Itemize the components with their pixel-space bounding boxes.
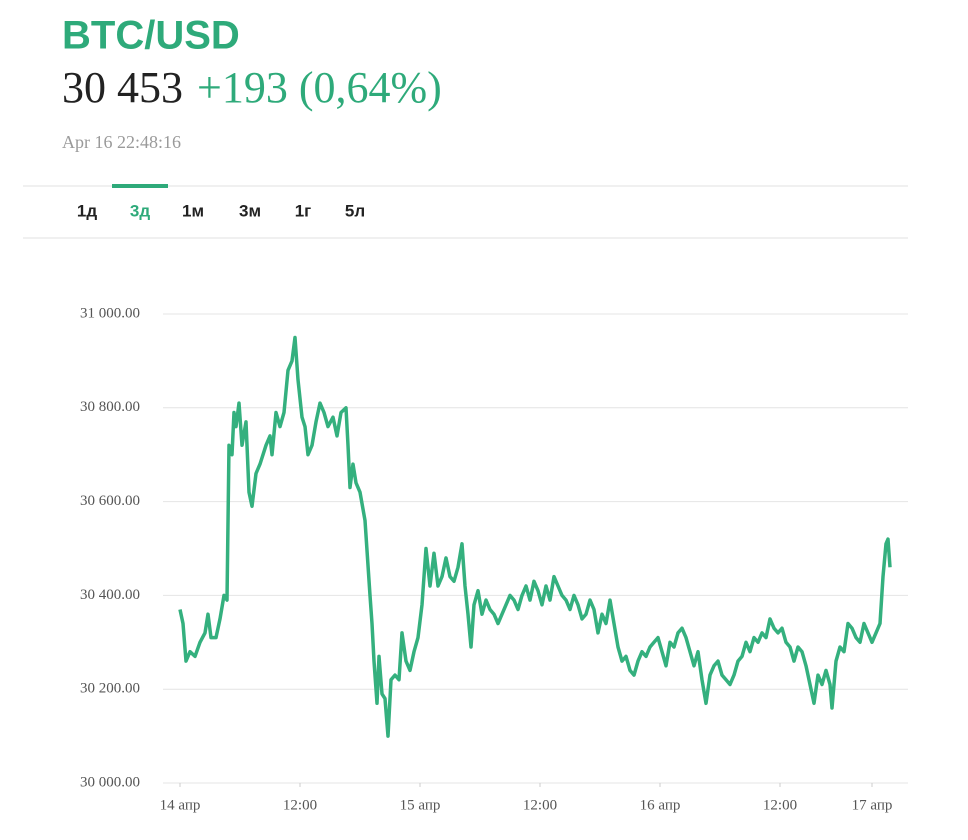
- x-tick-label: 14 апр: [160, 797, 201, 813]
- y-tick-label: 30 400.00: [80, 587, 140, 603]
- x-tick-label: 16 апр: [640, 797, 681, 813]
- price-change: +193 (0,64%): [197, 63, 442, 112]
- y-tick-label: 30 600.00: [80, 493, 140, 509]
- period-tab[interactable]: 1д: [77, 201, 97, 220]
- ticker-title: BTC/USD: [62, 14, 240, 58]
- period-tab[interactable]: 1м: [182, 201, 204, 220]
- period-tab[interactable]: 5л: [345, 201, 365, 220]
- period-tab[interactable]: 1г: [295, 201, 312, 220]
- price-line: [178, 335, 892, 738]
- active-tab-underline: [112, 184, 168, 188]
- x-tick-label: 12:00: [283, 797, 317, 813]
- timestamp: Apr 16 22:48:16: [62, 132, 181, 152]
- y-tick-label: 30 200.00: [80, 681, 140, 697]
- x-tick-label: 12:00: [523, 797, 557, 813]
- period-tab[interactable]: 3д: [130, 201, 150, 220]
- x-tick-label: 15 апр: [400, 797, 441, 813]
- period-tab[interactable]: 3м: [239, 201, 261, 220]
- y-tick-label: 30 800.00: [80, 399, 140, 415]
- x-tick-label: 17 апр: [852, 797, 893, 813]
- x-tick-label: 12:00: [763, 797, 797, 813]
- price: 30 453: [62, 63, 183, 112]
- y-tick-label: 31 000.00: [80, 305, 140, 321]
- y-tick-label: 30 000.00: [80, 774, 140, 790]
